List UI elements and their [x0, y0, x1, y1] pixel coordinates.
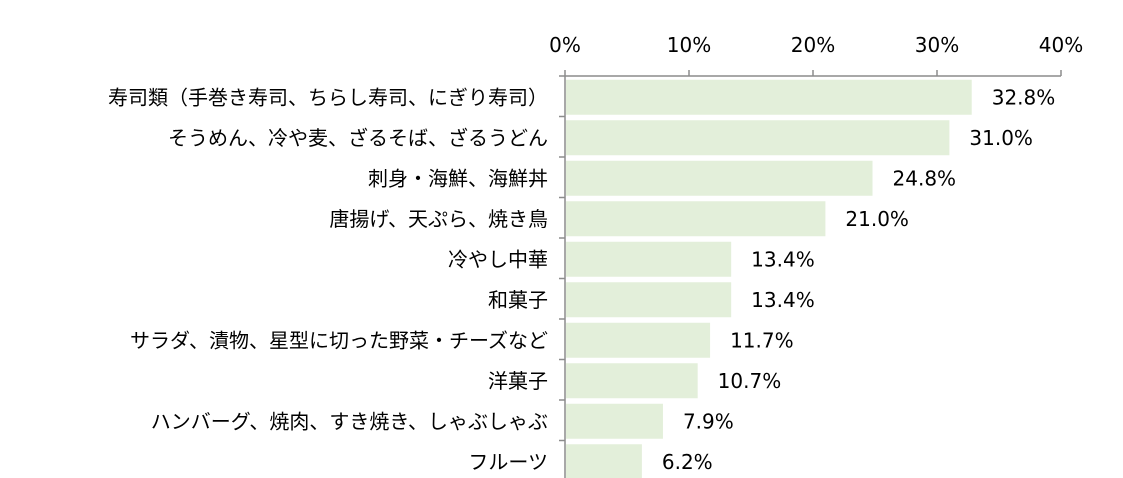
data-label: 21.0% [845, 207, 909, 231]
bar [566, 120, 950, 156]
bars-group [566, 79, 972, 478]
x-tick-label: 30% [915, 33, 959, 57]
x-tick-label: 20% [791, 33, 835, 57]
category-label: フルーツ [468, 450, 548, 474]
bar [566, 241, 732, 277]
data-label: 13.4% [751, 247, 815, 271]
category-labels: 寿司類（手巻き寿司、ちらし寿司、にぎり寿司） そうめん、冷や麦、ざるそば、ざるうど… [108, 85, 548, 474]
data-label: 31.0% [969, 126, 1033, 150]
bar [566, 403, 663, 439]
category-label: 冷やし中華 [448, 247, 548, 271]
bar [566, 282, 732, 318]
bar [566, 201, 826, 237]
value-labels: 32.8% 31.0% 24.8% 21.0% 13.4% 13.4% 11.7% 10.7%… [662, 85, 1055, 474]
x-tick-label: 0% [549, 33, 581, 57]
bar [566, 79, 972, 115]
x-tick-label: 40% [1039, 33, 1083, 57]
bar [566, 363, 698, 399]
bar [566, 322, 711, 358]
x-tick-label: 10% [667, 33, 711, 57]
data-label: 10.7% [718, 369, 782, 393]
data-label: 13.4% [751, 288, 815, 312]
data-label: 32.8% [992, 85, 1056, 109]
category-label: サラダ、漬物、星型に切った野菜・チーズなど [130, 328, 548, 352]
bar [566, 160, 873, 196]
category-label: 洋菓子 [488, 369, 548, 393]
category-label: そうめん、冷や麦、ざるそば、ざるうどん [168, 126, 548, 150]
x-axis-ticks: 0% 10% 20% 30% 40% [549, 33, 1083, 76]
data-label: 24.8% [893, 166, 957, 190]
bar [566, 444, 642, 478]
data-label: 6.2% [662, 450, 713, 474]
data-label: 7.9% [683, 409, 734, 433]
category-label: 和菓子 [488, 288, 548, 312]
category-label: 寿司類（手巻き寿司、ちらし寿司、にぎり寿司） [108, 85, 548, 109]
category-label: ハンバーグ、焼肉、すき焼き、しゃぶしゃぶ [151, 409, 548, 433]
data-label: 11.7% [730, 328, 794, 352]
category-label: 刺身・海鮮、海鮮丼 [368, 166, 548, 190]
category-label: 唐揚げ、天ぷら、焼き鳥 [329, 207, 548, 231]
